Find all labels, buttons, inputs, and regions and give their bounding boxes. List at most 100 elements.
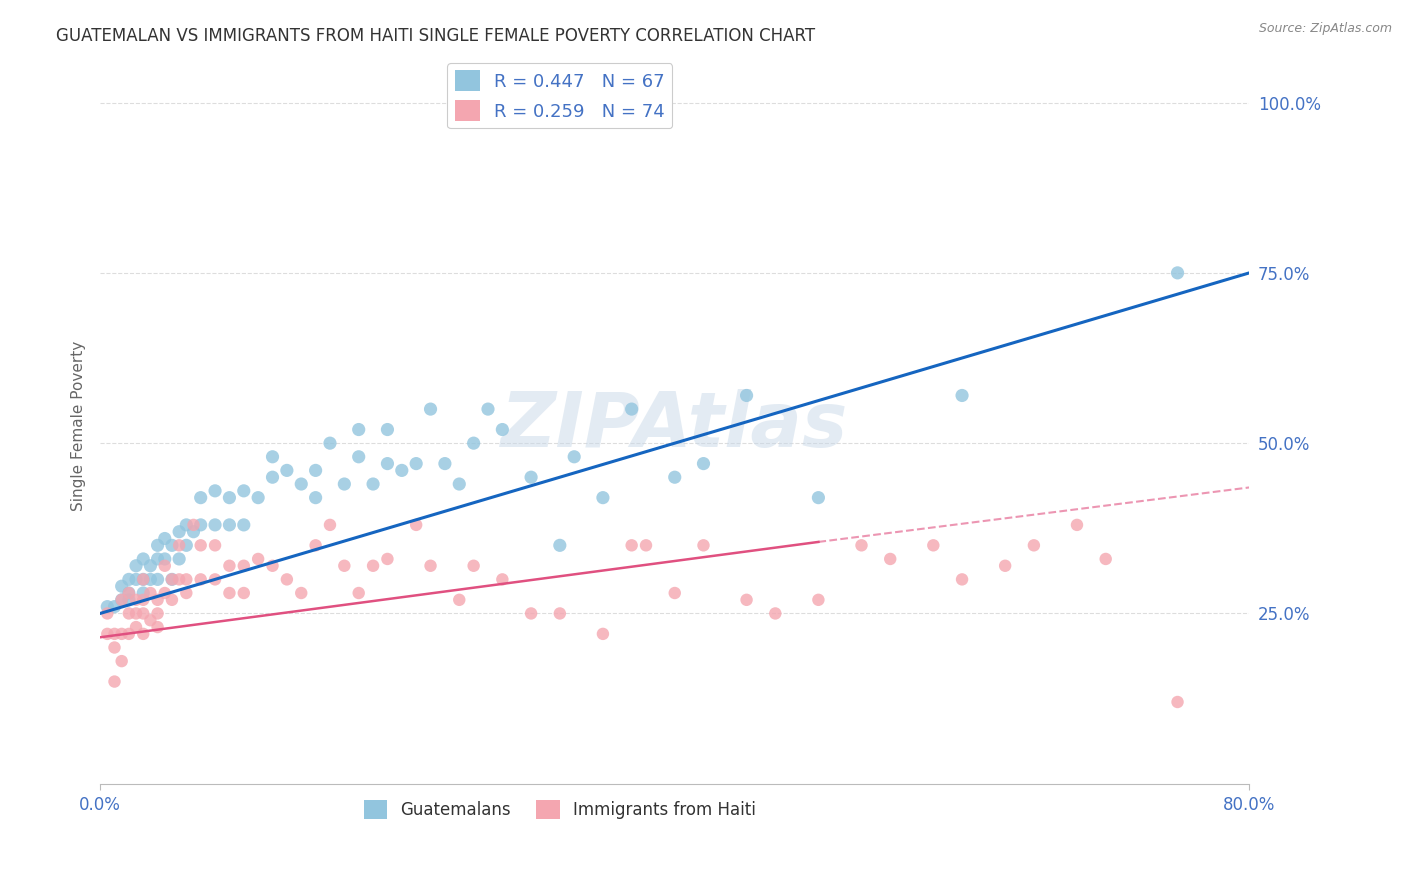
Point (111, 654, 134, 668)
Point (463, 558, 485, 573)
Point (125, 607, 148, 621)
Point (118, 607, 141, 621)
Point (879, 552, 901, 566)
Point (463, 436, 485, 450)
Point (111, 592, 134, 607)
Point (763, 607, 786, 621)
Point (139, 613, 162, 627)
Point (449, 592, 471, 607)
Point (319, 436, 342, 450)
Point (520, 470, 543, 484)
Point (290, 477, 312, 491)
Point (1167, 695, 1189, 709)
Point (361, 477, 384, 491)
Point (183, 517, 205, 532)
Point (132, 607, 155, 621)
Point (304, 538, 326, 552)
Point (262, 558, 284, 573)
Point (1094, 552, 1116, 566)
Point (111, 592, 134, 607)
Point (391, 463, 413, 477)
Point (176, 586, 198, 600)
Point (167, 524, 190, 539)
Point (146, 607, 169, 621)
Point (218, 558, 240, 573)
Point (176, 517, 198, 532)
Point (548, 538, 571, 552)
Point (96, 607, 118, 621)
Point (247, 491, 270, 505)
Point (132, 573, 155, 587)
Point (520, 607, 543, 621)
Point (218, 517, 240, 532)
Point (96, 599, 118, 614)
Point (190, 491, 212, 505)
Point (405, 517, 427, 532)
Point (183, 524, 205, 539)
Point (491, 423, 513, 437)
Point (146, 552, 169, 566)
Point (620, 402, 643, 417)
Point (491, 573, 513, 587)
Point (347, 586, 370, 600)
Point (333, 558, 356, 573)
Point (96, 627, 118, 641)
Point (118, 586, 141, 600)
Point (449, 477, 471, 491)
Point (592, 627, 614, 641)
Point (290, 586, 312, 600)
Point (139, 586, 162, 600)
Point (218, 586, 240, 600)
Point (664, 470, 686, 484)
Point (419, 402, 441, 417)
Point (304, 491, 326, 505)
Point (419, 558, 441, 573)
Point (405, 457, 427, 471)
Point (232, 517, 254, 532)
Point (125, 592, 148, 607)
Point (160, 538, 183, 552)
Point (692, 538, 714, 552)
Text: GUATEMALAN VS IMMIGRANTS FROM HAITI SINGLE FEMALE POVERTY CORRELATION CHART: GUATEMALAN VS IMMIGRANTS FROM HAITI SING… (56, 27, 815, 45)
Point (146, 538, 169, 552)
Point (176, 573, 198, 587)
Point (634, 538, 657, 552)
Point (377, 552, 399, 566)
Point (167, 573, 190, 587)
Point (190, 517, 212, 532)
Point (190, 538, 212, 552)
Point (664, 586, 686, 600)
Point (118, 627, 141, 641)
Point (125, 620, 148, 634)
Point (118, 586, 141, 600)
Point (319, 517, 342, 532)
Point (176, 538, 198, 552)
Point (347, 423, 370, 437)
Point (153, 532, 176, 546)
Point (160, 592, 183, 607)
Point (807, 491, 830, 505)
Point (139, 558, 162, 573)
Point (361, 558, 384, 573)
Point (735, 388, 758, 402)
Point (146, 620, 169, 634)
Point (922, 538, 945, 552)
Point (103, 599, 125, 614)
Point (562, 450, 585, 464)
Point (204, 517, 226, 532)
Point (111, 627, 134, 641)
Point (132, 627, 155, 641)
Point (735, 592, 758, 607)
Point (247, 552, 270, 566)
Point (548, 607, 571, 621)
Point (103, 640, 125, 655)
Point (333, 477, 356, 491)
Point (153, 558, 176, 573)
Point (950, 388, 973, 402)
Point (204, 538, 226, 552)
Point (377, 457, 399, 471)
Point (103, 674, 125, 689)
Text: ZIPAtlas: ZIPAtlas (501, 389, 848, 463)
Point (218, 491, 240, 505)
Point (950, 573, 973, 587)
